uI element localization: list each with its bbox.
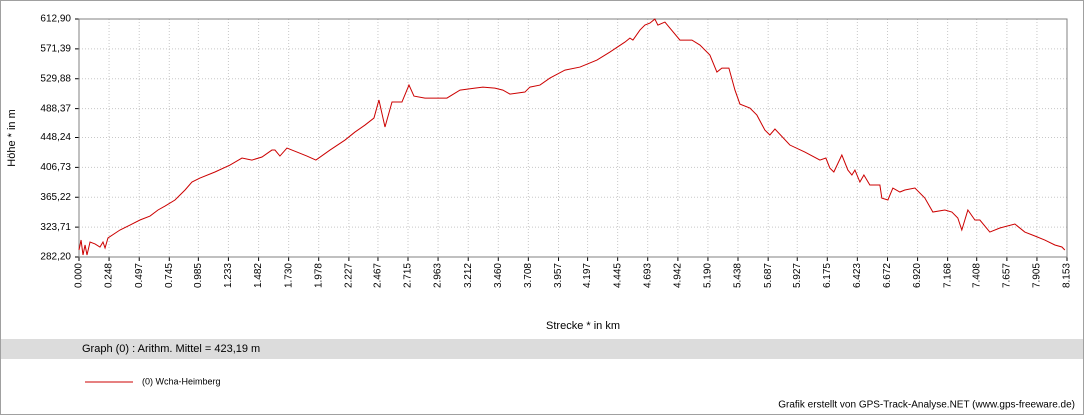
y-tick-label: 448,24: [40, 132, 71, 143]
y-tick-label: 406,73: [40, 162, 71, 173]
x-tick-label: 5.190: [703, 263, 714, 288]
x-tick-label: 3.460: [493, 263, 504, 288]
x-tick-label: 5.438: [733, 263, 744, 288]
x-tick-label: 3.957: [553, 263, 564, 288]
x-tick-label: 5.927: [792, 263, 803, 288]
y-tick-label: 488,37: [40, 103, 71, 114]
x-tick-label: 8.153: [1062, 263, 1073, 288]
y-tick-label: 365,22: [40, 192, 71, 203]
x-tick-label: 6.423: [852, 263, 863, 288]
x-tick-label: 2.715: [403, 263, 414, 288]
x-tick-label: 6.920: [912, 263, 923, 288]
x-tick-label: 0.985: [193, 263, 204, 288]
x-tick-label: 1.978: [313, 263, 324, 288]
x-tick-label: 7.408: [971, 263, 982, 288]
x-axis-label: Strecke * in km: [546, 320, 620, 332]
x-tick-label: 7.905: [1032, 263, 1043, 288]
plot-border: [78, 18, 1068, 258]
x-tick-label: 4.693: [642, 263, 653, 288]
x-tick-label: 5.687: [763, 263, 774, 288]
legend-label: (0) Wcha-Heimberg: [142, 376, 221, 386]
x-tick-label: 1.482: [253, 263, 264, 288]
x-tick-label: 7.168: [942, 263, 953, 288]
y-tick-label: 323,71: [40, 222, 71, 233]
elevation-line: [78, 18, 1066, 256]
y-tick-label: 282,20: [40, 252, 71, 263]
x-tick-label: 6.672: [882, 263, 893, 288]
x-tick-label: 3.212: [463, 263, 474, 288]
summary-band: [1, 339, 1083, 359]
x-tick-label: 0.000: [74, 263, 85, 288]
y-tick-label: 612,90: [40, 14, 71, 25]
x-tick-label: 4.942: [673, 263, 684, 288]
x-tick-label: 0.497: [134, 263, 145, 288]
x-tick-label: 4.197: [582, 263, 593, 288]
x-tick-label: 6.175: [822, 263, 833, 288]
x-tick-label: 4.445: [612, 263, 623, 288]
annotation: Graph (0) : Arithm. Mittel = 423,19 m: [82, 343, 260, 355]
x-tick-label: 1.233: [223, 263, 234, 288]
x-tick-label: 0.248: [104, 263, 115, 288]
x-tick-label: 2.467: [373, 263, 384, 288]
x-tick-label: 7.657: [1002, 263, 1013, 288]
x-tick-label: 3.708: [523, 263, 534, 288]
credit: Grafik erstellt von GPS-Track-Analyse.NE…: [778, 400, 1075, 411]
x-tick-label: 2.963: [433, 263, 444, 288]
y-tick-label: 571,39: [40, 44, 71, 55]
x-tick-label: 2.227: [344, 263, 355, 288]
x-tick-label: 0.745: [164, 263, 175, 288]
x-tick-label: 1.730: [283, 263, 294, 288]
y-tick-label: 529,88: [40, 73, 71, 84]
y-axis-label: Höhe * in m: [6, 109, 18, 166]
